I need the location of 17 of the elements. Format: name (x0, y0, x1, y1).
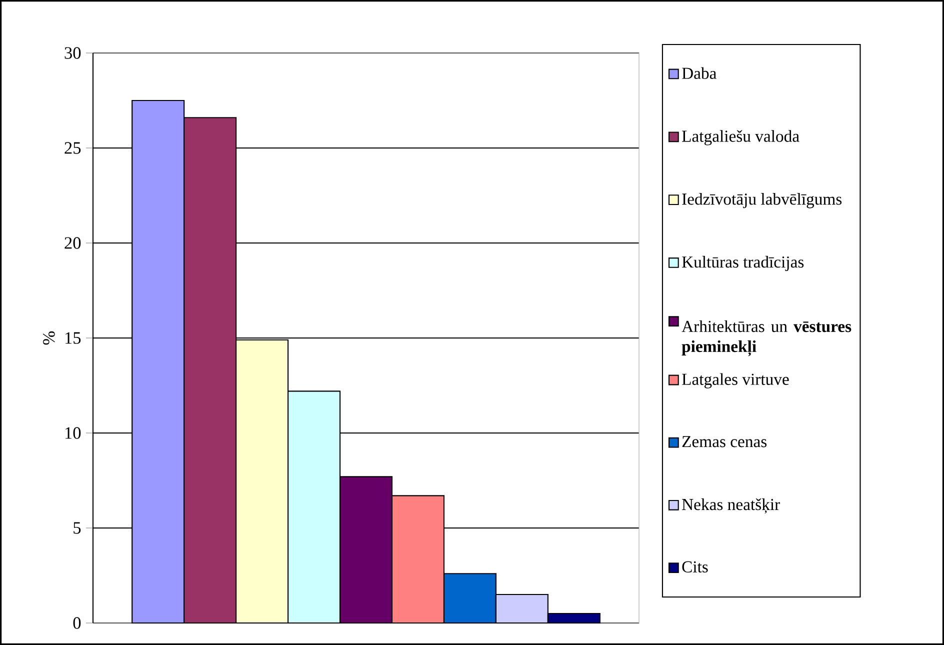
legend-label: Zemas cenas (682, 436, 767, 448)
y-tick-label: 20 (64, 237, 81, 249)
legend-label: Iedzīvotāju labvēlīgums (682, 193, 842, 208)
legend-label: Nekas neatšķir (682, 498, 780, 514)
y-tick-label: 25 (64, 142, 81, 154)
y-tick-label: 5 (74, 522, 81, 534)
legend-label: Cits (682, 561, 708, 572)
y-tick-label: 0 (73, 617, 81, 629)
y-tick-label: 30 (64, 47, 81, 59)
y-tick-label: 15 (65, 332, 81, 344)
legend-label: Daba (682, 67, 716, 79)
text: Arhitektūras un vēstures pieminekļi (682, 320, 852, 356)
legend-label: Kultūras tradīcijas (682, 256, 804, 272)
legend-label: Latgaliešu valoda (682, 130, 800, 146)
y-axis-title: % (43, 331, 55, 345)
legend-label: Latgales virtuve (682, 373, 789, 388)
y-tick-label: 10 (65, 427, 81, 439)
